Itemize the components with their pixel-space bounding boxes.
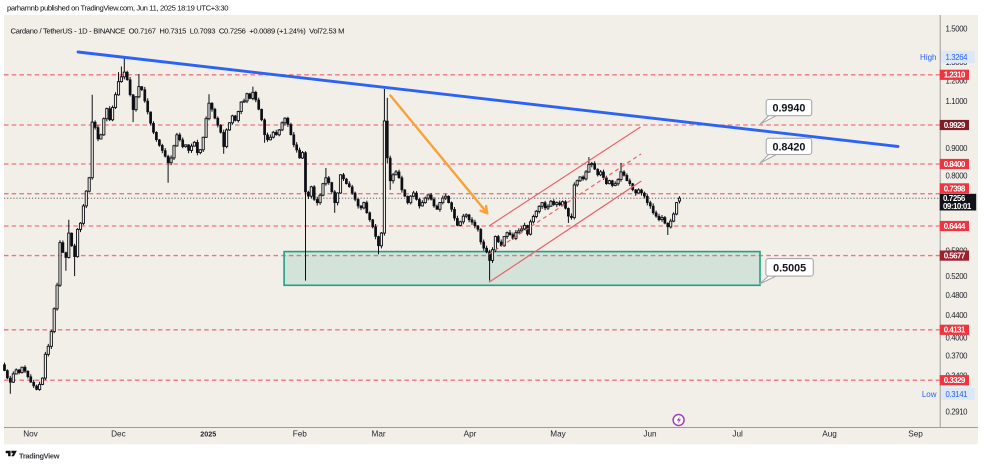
svg-text:0.6444: 0.6444	[944, 222, 966, 231]
svg-text:0.4000: 0.4000	[946, 333, 969, 342]
svg-text:Low: Low	[922, 390, 937, 399]
svg-text:Mar: Mar	[372, 430, 386, 439]
svg-text:1.1000: 1.1000	[946, 97, 969, 106]
svg-text:0.5677: 0.5677	[944, 252, 966, 261]
svg-text:0.5200: 0.5200	[946, 272, 969, 281]
svg-text:TradingView: TradingView	[19, 452, 60, 461]
svg-text:May: May	[550, 430, 566, 439]
svg-text:1.5000: 1.5000	[946, 25, 969, 34]
svg-text:0.9929: 0.9929	[944, 121, 966, 130]
svg-text:0.8420: 0.8420	[772, 141, 805, 153]
svg-text:Cardano / TetherUS - 1D - BINA: Cardano / TetherUS - 1D - BINANCE O0.716…	[11, 26, 345, 35]
svg-text:0.3700: 0.3700	[946, 352, 969, 361]
svg-text:0.7256: 0.7256	[943, 194, 966, 203]
svg-text:0.7398: 0.7398	[944, 184, 966, 193]
svg-text:0.4131: 0.4131	[944, 326, 966, 335]
svg-text:Jun: Jun	[643, 430, 657, 439]
svg-text:0.3141: 0.3141	[946, 390, 968, 399]
svg-text:0.9000: 0.9000	[946, 144, 969, 153]
svg-text:0.2910: 0.2910	[946, 408, 969, 417]
svg-text:0.8000: 0.8000	[946, 171, 969, 180]
svg-text:parhamnb published on TradingV: parhamnb published on TradingView.com, J…	[7, 4, 229, 13]
svg-text:2025: 2025	[200, 430, 216, 439]
svg-text:Aug: Aug	[822, 430, 837, 439]
svg-text:09:10:01: 09:10:01	[943, 202, 972, 211]
svg-text:0.8400: 0.8400	[944, 160, 966, 169]
svg-text:Feb: Feb	[293, 430, 308, 439]
svg-text:Sep: Sep	[908, 430, 923, 439]
svg-text:Apr: Apr	[464, 430, 477, 439]
svg-text:0.4400: 0.4400	[946, 311, 969, 320]
svg-text:0.5005: 0.5005	[773, 262, 806, 274]
svg-text:Jul: Jul	[732, 430, 743, 439]
svg-text:Nov: Nov	[23, 430, 38, 439]
svg-text:1.2310: 1.2310	[944, 71, 966, 80]
svg-text:1.3264: 1.3264	[946, 53, 969, 62]
svg-text:High: High	[920, 53, 936, 62]
svg-text:Dec: Dec	[111, 430, 126, 439]
svg-text:0.4800: 0.4800	[946, 291, 969, 300]
svg-text:0.9940: 0.9940	[772, 103, 805, 115]
svg-text:1.2000: 1.2000	[946, 77, 969, 86]
svg-text:0.3329: 0.3329	[944, 376, 966, 385]
